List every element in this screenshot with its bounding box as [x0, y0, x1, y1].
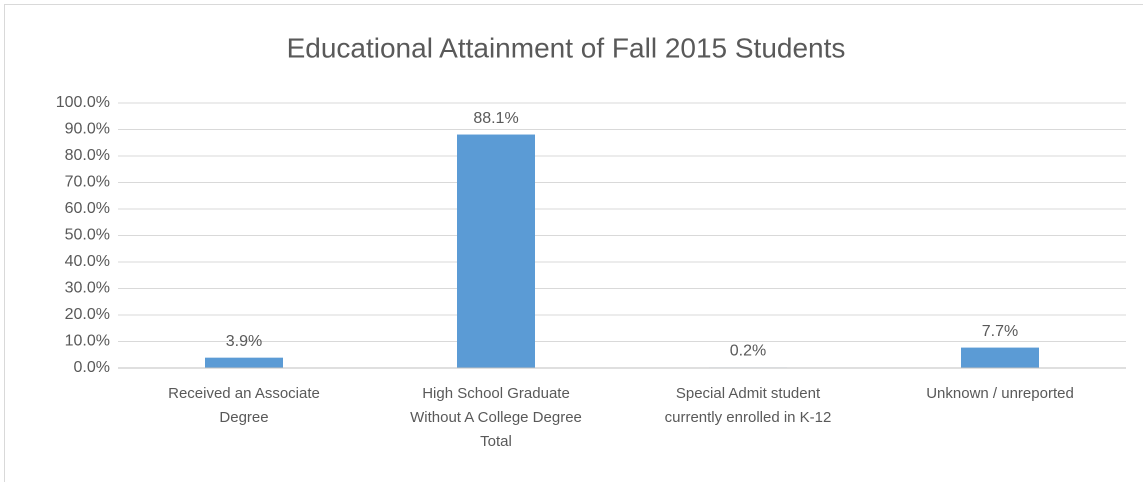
y-tick-label: 10.0%	[65, 333, 110, 350]
y-tick-label: 40.0%	[65, 253, 110, 270]
x-tick-label: Unknown / unreported	[926, 385, 1074, 402]
y-tick-label: 90.0%	[65, 121, 110, 138]
x-tick-label: Special Admit student currently enrolled…	[664, 385, 832, 426]
bar	[457, 134, 535, 368]
x-tick-label: High School Graduate Without A College D…	[410, 385, 582, 450]
y-tick-label: 30.0%	[65, 280, 110, 297]
bar	[205, 357, 283, 368]
data-label: 0.2%	[730, 343, 766, 360]
y-tick-label: 70.0%	[65, 174, 110, 191]
y-tick-label: 0.0%	[74, 359, 110, 376]
chart-border	[4, 4, 1143, 482]
bar	[961, 347, 1039, 368]
y-tick-label: 60.0%	[65, 200, 110, 217]
y-tick-label: 50.0%	[65, 227, 110, 244]
y-tick-label: 100.0%	[56, 94, 110, 111]
y-tick-label: 20.0%	[65, 306, 110, 323]
y-tick-label: 80.0%	[65, 147, 110, 164]
x-tick-label: Received an Associate Degree	[168, 385, 320, 426]
data-label: 3.9%	[226, 333, 262, 350]
chart-title: Educational Attainment of Fall 2015 Stud…	[287, 32, 846, 63]
data-label: 88.1%	[473, 110, 518, 127]
data-label: 7.7%	[982, 323, 1018, 340]
